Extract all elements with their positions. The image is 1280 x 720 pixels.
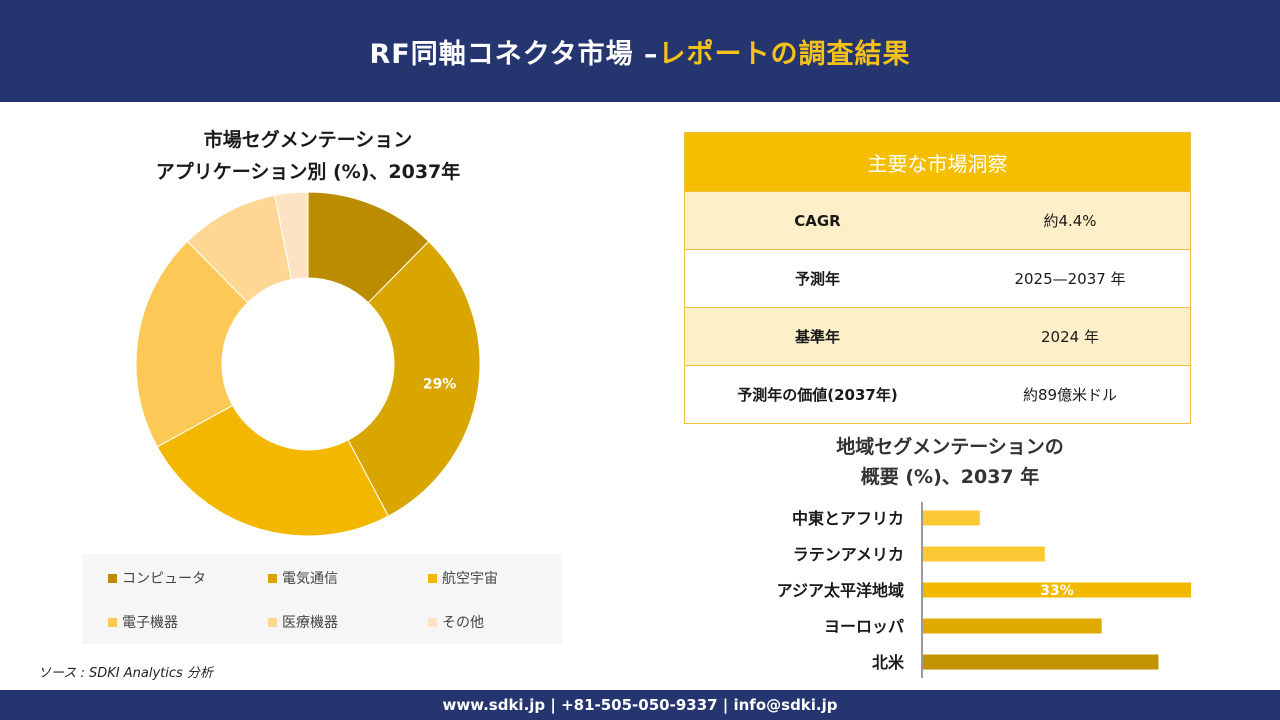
legend-swatch (268, 573, 277, 583)
bar-category-label: アジア太平洋地域 (777, 581, 904, 600)
donut-slice (156, 404, 389, 537)
legend-label: その他 (442, 615, 484, 631)
bar-rect (923, 546, 1045, 562)
donut-slice (347, 240, 481, 517)
source-note: ソース : SDKI Analytics 分析 (38, 666, 213, 681)
legend-item: 電気通信 (268, 568, 338, 588)
report-header: RF同軸コネクタ市場 –レポートの調査結果 (0, 0, 1280, 102)
insight-value: 約4.4% (1043, 212, 1097, 230)
legend-swatch (428, 573, 437, 583)
donut-title-line2: アプリケーション別 (%)、2037年 (155, 161, 461, 183)
insight-value: 約89億米ドル (1022, 386, 1118, 404)
donut-slice (186, 194, 292, 304)
bar-category-label: ヨーロッパ (824, 617, 904, 636)
report-title: RF同軸コネクタ市場 –レポートの調査結果 (369, 32, 910, 71)
legend-item: その他 (428, 612, 484, 632)
insight-label: 予測年 (794, 270, 840, 288)
contact-footer: www.sdki.jp | +81-505-050-9337 | info@sd… (0, 690, 1280, 720)
bar-title-line1: 地域セグメンテーションの (836, 436, 1064, 458)
donut-chart-title: 市場セグメンテーション アプリケーション別 (%)、2037年 (108, 124, 508, 188)
bar-rect (923, 618, 1102, 634)
bar-category-label: 北米 (872, 653, 905, 672)
bar-rect (923, 582, 1191, 598)
bar-title-line2: 概要 (%)、2037 年 (860, 466, 1040, 488)
insight-row: 基準年 2024 年 (685, 307, 1190, 365)
legend-swatch (268, 617, 277, 627)
insight-row: CAGR 約4.4% (685, 191, 1190, 249)
legend-swatch (108, 573, 117, 583)
insight-label: 基準年 (794, 328, 840, 346)
legend-label: 医療機器 (282, 615, 338, 631)
legend-item: コンピュータ (108, 568, 206, 588)
legend-label: 電子機器 (122, 615, 178, 631)
bar-rect (923, 510, 980, 526)
insight-row: 予測年の価値(2037年) 約89億米ドル (685, 365, 1190, 423)
bar-category-label: 中東とアフリカ (792, 509, 904, 528)
bar-chart-title: 地域セグメンテーションの 概要 (%)、2037 年 (760, 432, 1140, 492)
key-insights-table: 主要な市場洞察 CAGR 約4.4% 予測年 2025—2037 年基準年 2024 年… (684, 132, 1191, 424)
report-title-accent: レポートの調査結果 (658, 38, 911, 70)
legend-swatch (428, 617, 437, 627)
bar-rect (923, 654, 1159, 670)
donut-slice (307, 191, 430, 304)
insight-label: CAGR (794, 211, 841, 230)
insight-value: 2025—2037 年 (1014, 270, 1126, 288)
footer-contact-text: www.sdki.jp | +81-505-050-9337 | info@sd… (442, 696, 838, 714)
donut-title-line1: 市場セグメンテーション (203, 129, 413, 151)
insight-label: 予測年の価値(2037年) (737, 386, 898, 404)
legend-item: 航空宇宙 (428, 568, 498, 588)
donut-data-label: 29% (423, 376, 457, 392)
bar-data-label: 33% (1040, 583, 1074, 599)
legend-swatch (108, 617, 117, 627)
donut-legend: コンピュータ 電気通信 航空宇宙電子機器 医療機器 その他 (82, 554, 562, 644)
donut-slice (274, 191, 309, 281)
insight-row: 予測年 2025—2037 年 (685, 249, 1190, 307)
legend-label: 航空宇宙 (442, 571, 498, 587)
legend-label: コンピュータ (122, 571, 206, 587)
report-title-main: RF同軸コネクタ市場 – (369, 38, 659, 70)
insights-heading: 主要な市場洞察 (685, 133, 1190, 191)
legend-item: 電子機器 (108, 612, 178, 632)
bar-category-label: ラテンアメリカ (793, 545, 904, 564)
legend-item: 医療機器 (268, 612, 338, 632)
donut-slice (135, 240, 249, 448)
legend-label: 電気通信 (282, 571, 338, 587)
insight-value: 2024 年 (1041, 328, 1099, 346)
